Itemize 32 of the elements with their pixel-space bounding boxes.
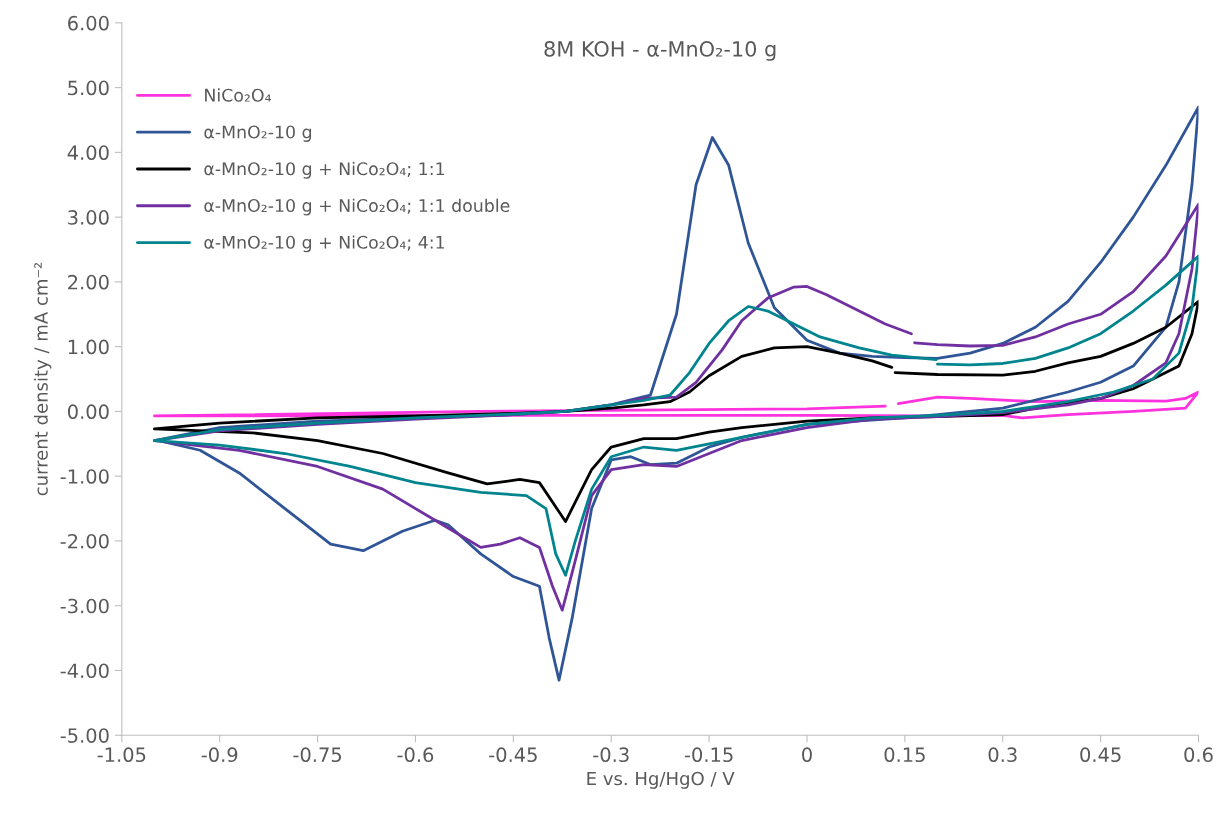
legend-label: α-MnO₂-10 g + NiCo₂O₄; 1:1 double <box>204 198 510 216</box>
y-tick-label: 1.00 <box>68 339 109 355</box>
legend-label: α-MnO₂-10 g + NiCo₂O₄; 1:1 <box>204 161 445 179</box>
text: 8M KOH - α-MnO₂-10 g <box>544 41 776 61</box>
x-axis-title: E vs. Hg/HgO / V <box>587 771 735 789</box>
x-tick-label: -0.45 <box>489 747 537 763</box>
x-tick-label: -0.3 <box>593 747 629 763</box>
y-tick-label: 0.00 <box>67 404 109 420</box>
x-tick-label: 0.3 <box>988 747 1017 763</box>
legend-label: NiCo₂O₄ <box>205 88 271 102</box>
y-tick-label: -5.00 <box>60 728 109 743</box>
y-tick-label: 5.00 <box>68 80 109 96</box>
y-tick-label: -3.00 <box>60 598 109 614</box>
y-tick-label: 2.00 <box>68 274 109 290</box>
x-tick-label: 0.15 <box>884 747 925 763</box>
legend-label: α-MnO₂-10 g <box>204 125 312 142</box>
x-tick-label: 0.6 <box>1184 747 1213 763</box>
x-tick-label: 0.45 <box>1080 747 1121 763</box>
x-tick-label: -0.6 <box>397 747 434 763</box>
x-tick-label: 0 <box>802 747 812 763</box>
legend-label: α-MnO₂-10 g + NiCo₂O₄; 4:1 <box>204 235 445 253</box>
x-tick-label: -1.05 <box>97 747 146 763</box>
y-tick-label: -4.00 <box>60 663 109 679</box>
y-tick-label: 4.00 <box>67 145 109 161</box>
y-tick-label: -1.00 <box>60 469 109 484</box>
x-tick-label: -0.9 <box>201 747 238 763</box>
y-tick-label: 6.00 <box>68 15 109 31</box>
y-tick-label: 3.00 <box>68 210 109 225</box>
x-tick-label: -0.75 <box>293 747 342 763</box>
y-axis-title: current density / mA cm⁻² <box>33 262 52 496</box>
x-tick-label: -0.15 <box>684 747 733 763</box>
y-tick-label: -2.00 <box>60 533 109 549</box>
